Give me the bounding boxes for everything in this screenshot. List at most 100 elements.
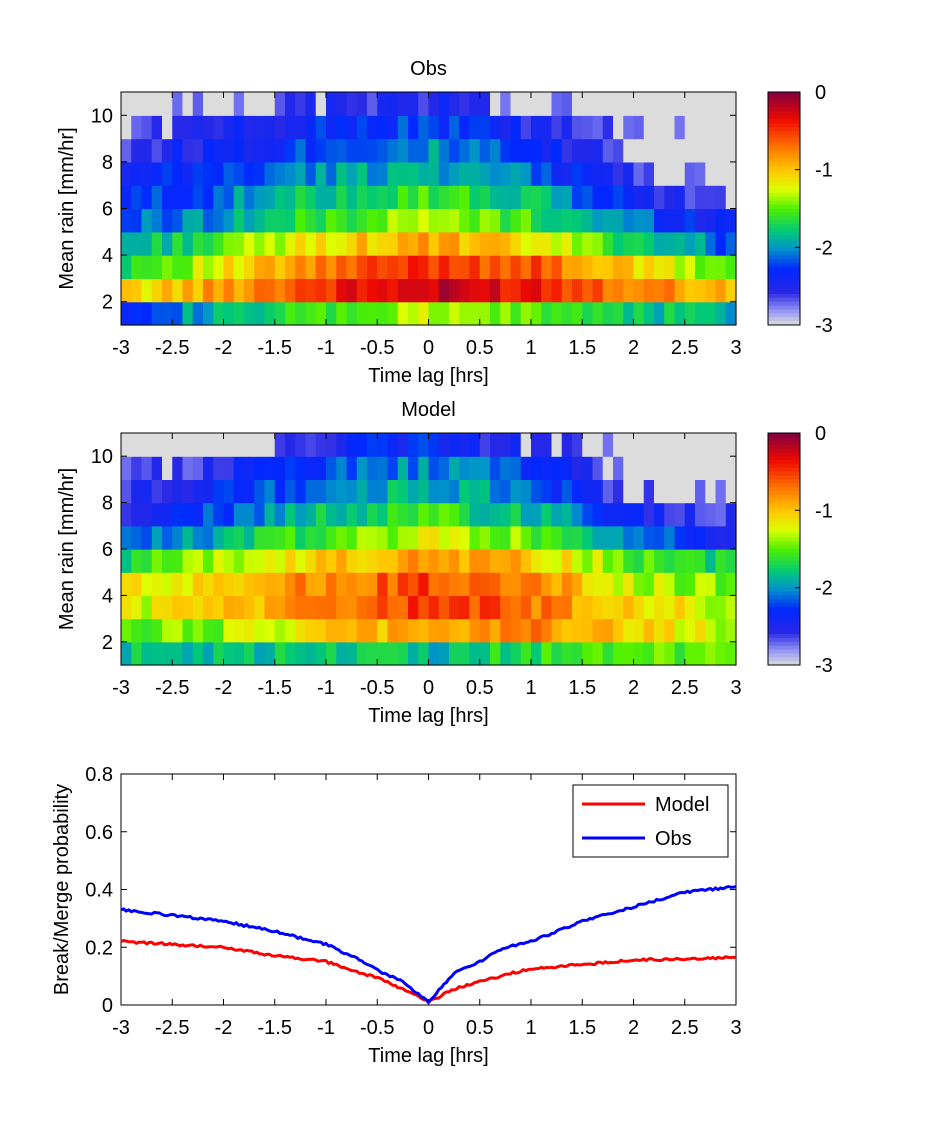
heatmap-cell	[274, 208, 286, 233]
heatmap-cell	[500, 115, 512, 140]
heatmap-cell	[141, 115, 153, 140]
heatmap-cell	[151, 618, 163, 643]
heatmap-cell	[684, 479, 696, 504]
heatmap-cell	[182, 433, 194, 457]
heatmap-cell	[602, 433, 614, 457]
heatmap-cell	[428, 433, 440, 457]
heatmap-cell	[582, 161, 594, 186]
heatmap-cell	[592, 456, 604, 480]
heatmap-cell	[520, 456, 532, 480]
heatmap-cell	[367, 525, 378, 550]
colorbar-segment	[768, 317, 800, 322]
heatmap-cell	[520, 618, 532, 643]
heatmap-cell	[172, 92, 184, 116]
heatmap-cell	[274, 161, 286, 186]
heatmap-cell	[367, 231, 378, 256]
heatmap-cell	[172, 595, 184, 620]
heatmap-cell	[223, 185, 235, 210]
heatmap-cell	[315, 456, 327, 480]
heatmap-cell	[387, 479, 399, 504]
heatmap-cell	[459, 572, 471, 596]
heatmap-cell	[387, 278, 399, 303]
x-tick-label: 0	[423, 1017, 434, 1039]
heatmap-cell	[705, 502, 717, 527]
heatmap-cell	[182, 278, 194, 303]
colorbar-segment	[768, 181, 800, 186]
heatmap-cell	[182, 502, 194, 527]
heatmap-cell	[397, 92, 409, 116]
heatmap-cell	[346, 115, 358, 140]
heatmap-cell	[213, 572, 225, 596]
heatmap-cell	[223, 208, 235, 233]
heatmap-cell	[561, 278, 573, 303]
heatmap-cell	[449, 231, 460, 256]
heatmap-cell	[582, 479, 594, 504]
heatmap-cell	[346, 618, 358, 643]
heatmap-cell	[613, 92, 624, 116]
colorbar-segment	[768, 313, 800, 318]
colorbar-segment	[768, 533, 800, 538]
heatmap-cell	[602, 525, 614, 550]
heatmap-cell	[244, 208, 255, 233]
heatmap-cell	[643, 278, 655, 303]
heatmap-cell	[223, 549, 235, 573]
heatmap-cell	[428, 525, 440, 550]
heatmap-cell	[182, 525, 194, 550]
heatmap-cell	[274, 641, 286, 666]
heatmap-cell	[172, 572, 184, 596]
heatmap-cell	[602, 595, 614, 620]
heatmap-cell	[387, 255, 399, 279]
heatmap-cell	[141, 525, 153, 550]
colorbar-segment	[768, 309, 800, 314]
heatmap-cell	[705, 572, 717, 596]
heatmap-cell	[725, 138, 737, 163]
heatmap-cell	[438, 92, 450, 116]
heatmap-cell	[490, 138, 501, 163]
heatmap-cell	[131, 433, 143, 457]
colorbar-segment	[768, 111, 800, 116]
heatmap-cell	[428, 572, 440, 596]
heatmap-cell	[643, 138, 655, 163]
heatmap-cell	[715, 208, 727, 233]
heatmap-cell	[305, 525, 317, 550]
heatmap-cell	[623, 92, 635, 116]
colorbar-segment	[768, 653, 800, 658]
heatmap-cell	[623, 138, 635, 163]
heatmap-cell	[510, 255, 522, 279]
heatmap-cell	[561, 92, 573, 116]
heatmap-cell	[551, 301, 563, 326]
colorbar-segment	[768, 491, 800, 496]
heatmap-cell	[551, 572, 563, 596]
heatmap-cell	[121, 92, 132, 116]
heatmap-cell	[572, 301, 583, 326]
heatmap-cell	[387, 231, 399, 256]
heatmap-cell	[121, 502, 132, 527]
heatmap-cell	[131, 618, 143, 643]
heatmap-cell	[449, 278, 460, 303]
heatmap-cell	[572, 208, 583, 233]
heatmap-cell	[613, 618, 624, 643]
heatmap-cell	[449, 92, 460, 116]
heatmap-cell	[705, 278, 717, 303]
heatmap-cell	[510, 208, 522, 233]
chart-title: Obs	[410, 58, 447, 80]
heatmap-cell	[613, 572, 624, 596]
heatmap-cell	[428, 231, 440, 256]
heatmap-cell	[141, 641, 153, 666]
y-tick-label: 10	[91, 446, 113, 468]
colorbar-segment	[768, 556, 800, 562]
heatmap-cell	[500, 278, 512, 303]
heatmap-cell	[459, 115, 471, 140]
heatmap-cell	[397, 433, 409, 457]
heatmap-cell	[613, 161, 624, 186]
heatmap-cell	[490, 161, 501, 186]
x-tick-label: -3	[112, 337, 130, 359]
heatmap-cell	[725, 208, 737, 233]
heatmap-cell	[254, 138, 266, 163]
heatmap-cell	[520, 549, 532, 573]
heatmap-cell	[438, 456, 450, 480]
colorbar-segment	[768, 456, 800, 461]
heatmap-cell	[213, 479, 225, 504]
colorbar-segment	[768, 274, 800, 279]
heatmap-cell	[715, 479, 727, 504]
